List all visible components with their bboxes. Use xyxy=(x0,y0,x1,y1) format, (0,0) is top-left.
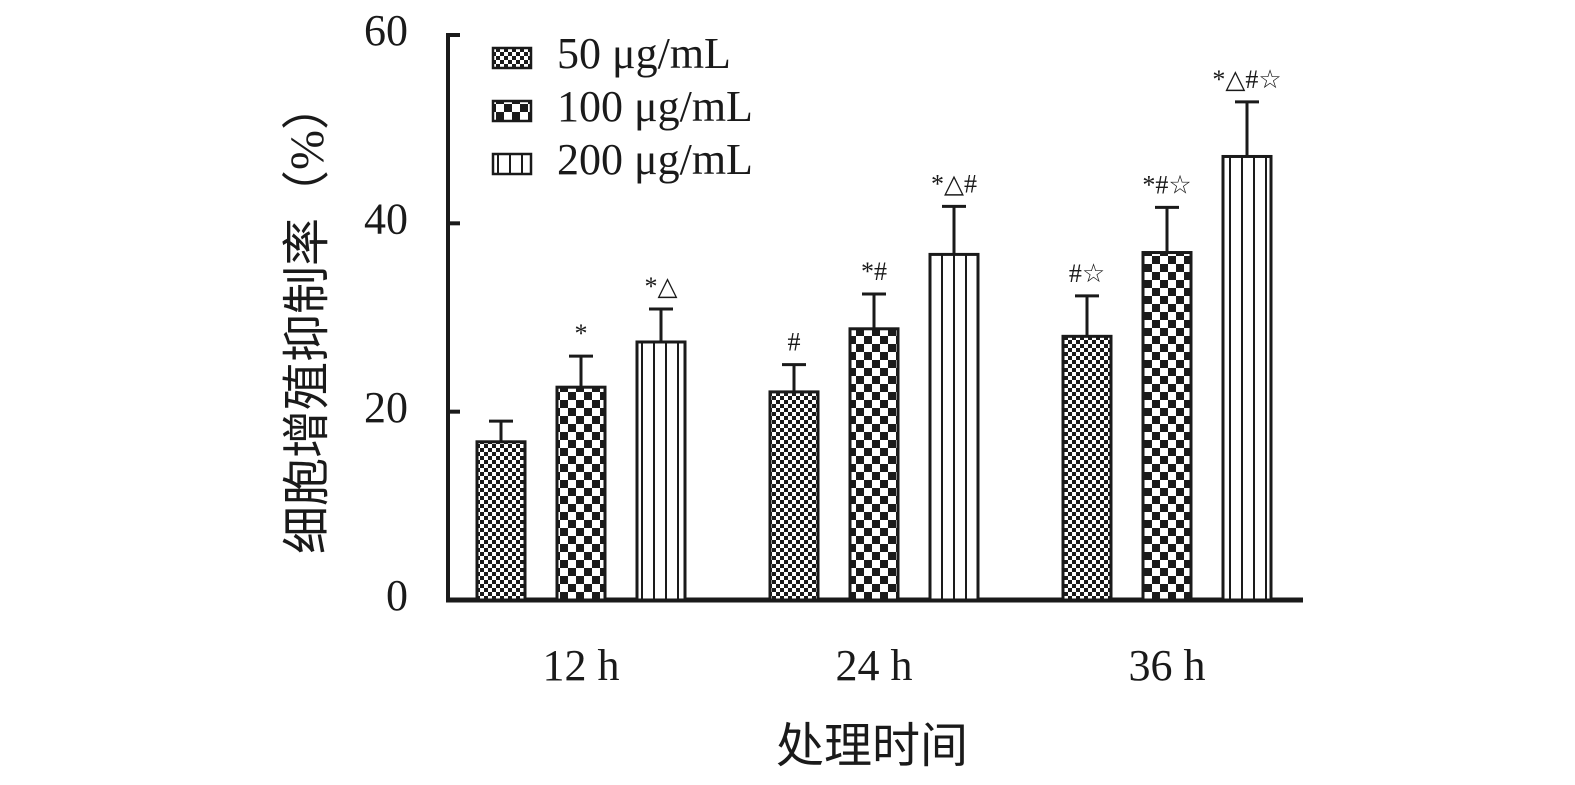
y-axis-title: 细胞增殖抑制率（%） xyxy=(281,82,334,554)
y-tick-label: 60 xyxy=(364,6,408,55)
bars-group: * *△ 12 h # *# *△# 24 h #☆ *#☆ *△#☆ 36 h xyxy=(475,65,1282,690)
bar xyxy=(555,385,607,602)
bar xyxy=(1061,334,1113,602)
significance-label: # xyxy=(788,328,801,357)
legend-swatch xyxy=(491,99,533,123)
significance-label: * xyxy=(575,319,588,348)
bar xyxy=(1141,251,1193,602)
x-tick-label: 12 h xyxy=(543,641,620,690)
bar xyxy=(928,252,980,602)
legend-swatch xyxy=(491,46,533,70)
legend-label: 200 μg/mL xyxy=(557,135,753,184)
bar xyxy=(768,390,820,602)
legend-swatch xyxy=(491,152,533,176)
bar xyxy=(475,440,527,602)
significance-label: *△ xyxy=(645,272,678,301)
significance-label: *△#☆ xyxy=(1212,65,1281,94)
y-tick-label: 20 xyxy=(364,383,408,432)
significance-label: *#☆ xyxy=(1142,170,1191,199)
bar xyxy=(848,327,900,602)
y-tick-label: 40 xyxy=(364,194,408,243)
bar xyxy=(635,340,687,602)
significance-label: *△# xyxy=(931,169,977,198)
bar xyxy=(1221,154,1273,602)
x-axis-title: 处理时间 xyxy=(776,720,968,773)
x-tick-label: 24 h xyxy=(836,641,913,690)
x-tick-label: 36 h xyxy=(1129,641,1206,690)
legend-label: 100 μg/mL xyxy=(557,82,753,131)
y-tick-label: 0 xyxy=(386,571,408,620)
significance-label: #☆ xyxy=(1069,259,1105,288)
legend-label: 50 μg/mL xyxy=(557,29,731,78)
significance-label: *# xyxy=(861,257,887,286)
y-axis-title-group: 细胞增殖抑制率（%） xyxy=(281,82,334,554)
